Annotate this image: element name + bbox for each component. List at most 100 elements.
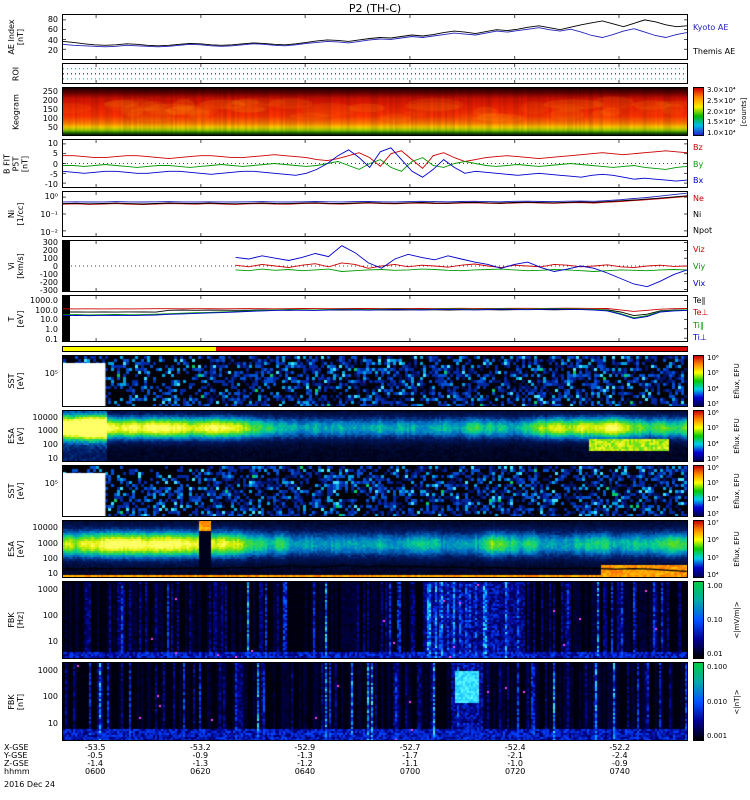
n-i-series-label: Npot [693, 226, 713, 236]
sst-electrons-colorbar-tick: 10⁵ [707, 479, 719, 488]
esa-ions-ytick: 10000 [32, 412, 58, 422]
esa-ions-colorbar-unit: Eflux, EFU [733, 418, 741, 454]
keogram-colorbar-tick: 2.0×10⁴ [707, 107, 736, 116]
v-i-ytick: 100 [42, 253, 58, 263]
esa-electrons-ytick: 1000 [37, 538, 58, 548]
panel-esa-ions [62, 410, 688, 462]
survey-flag-segment [63, 347, 216, 351]
keogram-colorbar-tick: 2.5×10⁴ [707, 96, 736, 105]
sst-ions-spectrogram [63, 356, 687, 406]
position-value: -1.7 [402, 751, 418, 760]
esa-ions-colorbar [693, 410, 704, 462]
roi-plot [63, 64, 687, 83]
keogram-colorbar-unit: [counts] [740, 97, 748, 126]
panel-n-i [62, 191, 688, 237]
v-i-ytick: 300 [42, 237, 58, 247]
t-ei-series-label: Ti∥ [693, 320, 704, 330]
sst-electrons-colorbar-unit: Eflux, EFU [733, 473, 741, 509]
position-value: -53.2 [189, 743, 211, 752]
v-i-ytick: -300 [39, 286, 58, 296]
fbk-b-colorbar [693, 662, 704, 741]
esa-electrons-ytick: 100 [42, 554, 58, 564]
position-value: -52.2 [609, 743, 631, 752]
v-i-series-label: Vix [693, 278, 706, 288]
panel-esa-electrons [62, 520, 688, 578]
hhmm-label: hhmm [4, 767, 30, 776]
panel-survey-flag [62, 346, 688, 352]
keogram-ytick: 100 [42, 113, 58, 123]
t-ei-series-label: Te∥ [693, 295, 706, 305]
panel-keogram [62, 87, 688, 136]
esa-electrons-colorbar-tick: 10⁵ [707, 553, 719, 562]
keogram-spectrogram [63, 88, 687, 135]
time-tick-label: 0640 [294, 767, 316, 776]
position-value: -0.9 [192, 751, 209, 760]
v-i-ytick: -200 [39, 278, 58, 288]
esa-ions-ytick: 10 [47, 453, 58, 463]
panel-b-fit [62, 139, 688, 188]
esa-electrons-colorbar-tick: 10⁴ [707, 570, 719, 579]
esa-ions-colorbar-tick: 10⁵ [707, 424, 719, 433]
keogram-ytick: 200 [42, 95, 58, 105]
keogram-colorbar [693, 87, 704, 136]
time-tick-label: 0740 [609, 767, 630, 776]
ae-index-ytick: 20 [47, 45, 58, 55]
position-value: -1.3 [297, 751, 313, 760]
fbk-b-spectrogram [63, 663, 687, 740]
n-i-ytick: 10⁻¹ [40, 210, 58, 219]
v-i-series-label: Viz [693, 245, 705, 255]
esa-electrons-colorbar-tick: 10⁶ [707, 536, 719, 545]
sst-electrons-spectrogram [63, 466, 687, 516]
fbk-b-colorbar-unit: <|nT|> [733, 688, 741, 715]
panel-roi [62, 63, 688, 84]
sst-electrons-colorbar-tick: 10⁴ [707, 494, 719, 503]
position-value: -53.5 [84, 743, 106, 752]
t-ei-ytick: 1.0 [45, 325, 58, 335]
ae-index-plot [63, 15, 687, 59]
fbk-b-ytick: 1000 [37, 665, 58, 675]
date-label: 2016 Dec 24 [4, 780, 56, 789]
position-value: -1.1 [402, 759, 418, 768]
position-value: -0.9 [611, 759, 628, 768]
sst-electrons-ytick: 10⁵ [44, 479, 58, 489]
fbk-b-ytick: 100 [42, 692, 58, 702]
ae-index-ytick: 60 [47, 25, 58, 35]
ae-index-ytick: 40 [47, 35, 58, 45]
sst-ions-colorbar [693, 355, 704, 407]
fbk-b-colorbar-tick: 0.010 [707, 697, 728, 706]
esa-ions-ytick: 1000 [37, 426, 58, 436]
t-ei-ytick: 10.0 [40, 315, 58, 325]
b-fit-ytick: 10 [47, 139, 58, 149]
keogram-colorbar-tick: 1.5×10⁴ [707, 118, 736, 127]
ae-index-series-label: Themis AE [693, 46, 736, 56]
position-value: -1.2 [297, 759, 313, 768]
t-ei-plot [63, 296, 687, 341]
position-value: -2.4 [611, 751, 628, 760]
sst-ions-colorbar-tick: 10⁵ [707, 369, 719, 378]
fbk-e-colorbar-tick: 0.01 [707, 650, 723, 659]
t-ei-series-label: Te⊥ [693, 308, 709, 318]
sst-electrons-colorbar-tick: 10⁶ [707, 464, 719, 473]
t-ei-ytick: 1000.0 [30, 295, 58, 305]
fbk-e-colorbar-tick: 0.10 [707, 616, 723, 624]
time-tick-label: 0620 [190, 767, 211, 776]
position-value: -1.3 [192, 759, 209, 768]
n-i-series-label: Ni [693, 210, 702, 219]
v-i-ytick: -100 [39, 270, 58, 280]
t-ei-ytick: 0.1 [45, 335, 58, 345]
position-row-label: X-GSE [4, 743, 29, 752]
fbk-e-ytick: 1000 [37, 584, 58, 594]
panel-ae-index [62, 14, 688, 60]
fbk-b-ytick: 10 [47, 718, 58, 728]
panel-fbk-e [62, 581, 688, 659]
time-tick-label: 0700 [399, 767, 421, 776]
keogram-ytick: 150 [42, 104, 58, 114]
fbk-e-ytick: 10 [47, 636, 58, 646]
esa-electrons-spectrogram [63, 521, 687, 577]
t-ei-ytick: 100.0 [35, 305, 58, 315]
keogram-ytick: 250 [42, 86, 58, 96]
keogram-colorbar-tick: 3.0×10⁴ [707, 85, 736, 94]
plot-title: P2 (TH-C) [348, 2, 402, 15]
n-i-plot [63, 192, 687, 236]
fbk-e-ytick: 100 [42, 610, 58, 620]
